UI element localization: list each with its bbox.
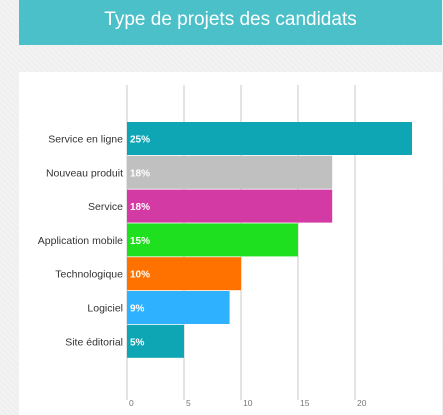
x-tick-label: 10 <box>243 398 253 408</box>
bar <box>127 324 184 358</box>
bar <box>127 223 298 257</box>
category-label: Service <box>88 201 123 213</box>
category-label: Nouveau produit <box>46 167 123 179</box>
data-label: 5% <box>130 337 145 348</box>
bar <box>127 122 412 155</box>
data-label: 25% <box>130 135 150 146</box>
bar <box>127 155 333 189</box>
bar <box>127 257 241 291</box>
data-label: 10% <box>130 270 150 281</box>
category-label: Service en ligne <box>48 134 123 146</box>
category-label: Application mobile <box>38 235 123 247</box>
x-tick-label: 5 <box>186 398 191 408</box>
bar <box>127 189 333 223</box>
chart-title: Type de projets des candidats <box>104 8 357 30</box>
x-tick-label: 20 <box>357 398 367 408</box>
data-label: 18% <box>130 168 150 179</box>
data-label: 9% <box>130 304 145 315</box>
category-label: Technologique <box>55 269 123 281</box>
x-tick-label: 15 <box>300 398 310 408</box>
x-tick-label: 0 <box>129 398 134 408</box>
category-label: Logiciel <box>87 303 123 315</box>
data-label: 15% <box>130 236 150 247</box>
category-label: Site éditorial <box>65 336 123 348</box>
bar <box>127 291 230 324</box>
data-label: 18% <box>130 202 150 213</box>
chart-title-bar: Type de projets des candidats <box>19 0 442 45</box>
